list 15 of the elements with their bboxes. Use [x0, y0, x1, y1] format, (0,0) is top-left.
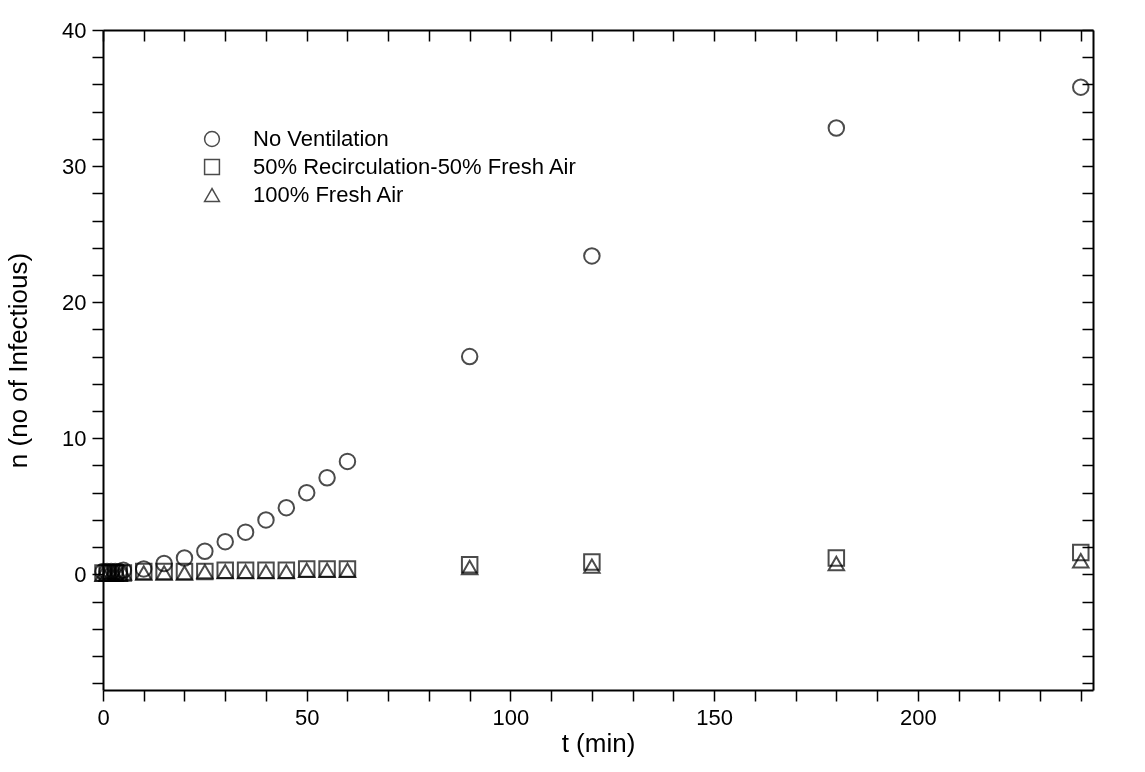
legend-label: No Ventilation — [253, 126, 389, 151]
legend-label: 50% Recirculation-50% Fresh Air — [253, 154, 576, 179]
x-tick-label: 150 — [696, 704, 733, 730]
x-tick-label: 0 — [97, 704, 110, 730]
y-tick-label: 40 — [62, 17, 87, 43]
y-tick-label: 20 — [62, 289, 87, 315]
y-axis-title: n (no of Infectious) — [3, 252, 34, 469]
x-tick-label: 100 — [492, 704, 530, 730]
y-tick-label: 0 — [74, 561, 87, 587]
y-tick-label: 30 — [62, 153, 87, 179]
y-tick-label: 10 — [62, 425, 87, 451]
x-tick-label: 50 — [294, 704, 320, 730]
x-axis-title: t (min) — [561, 727, 636, 758]
x-tick-label: 200 — [899, 704, 937, 730]
legend-label: 100% Fresh Air — [253, 182, 404, 207]
